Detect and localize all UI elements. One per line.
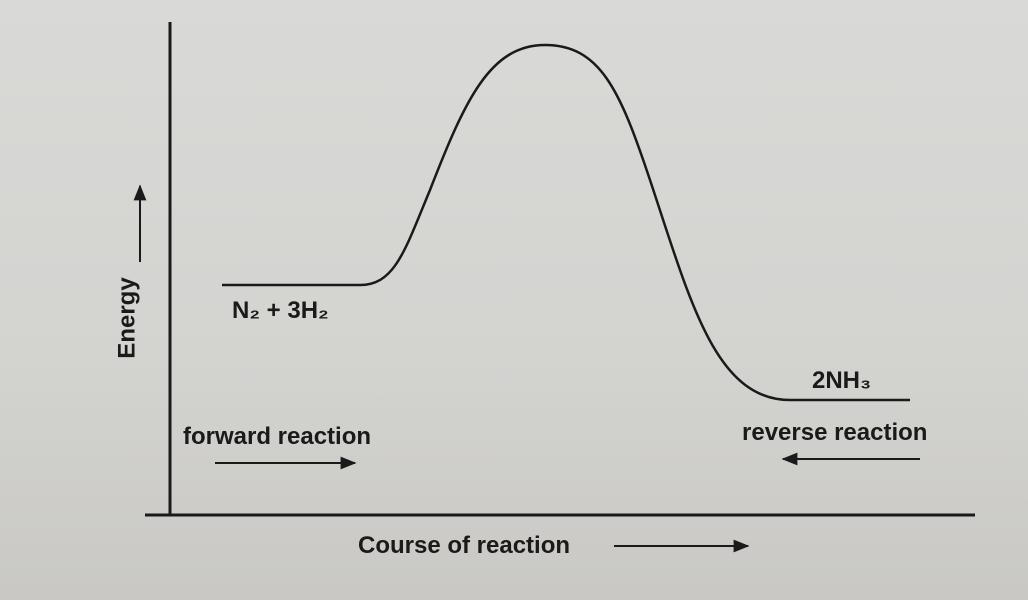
energy-curve <box>222 43 910 402</box>
x-axis-label: Course of reaction <box>358 532 570 559</box>
reactants-label: N₂ + 3H₂ <box>232 297 329 324</box>
reverse-label: reverse reaction <box>742 419 927 446</box>
products-label: 2NH₃ <box>812 367 871 394</box>
y-axis-label: Energy <box>113 277 140 359</box>
forward-label: forward reaction <box>183 423 371 450</box>
